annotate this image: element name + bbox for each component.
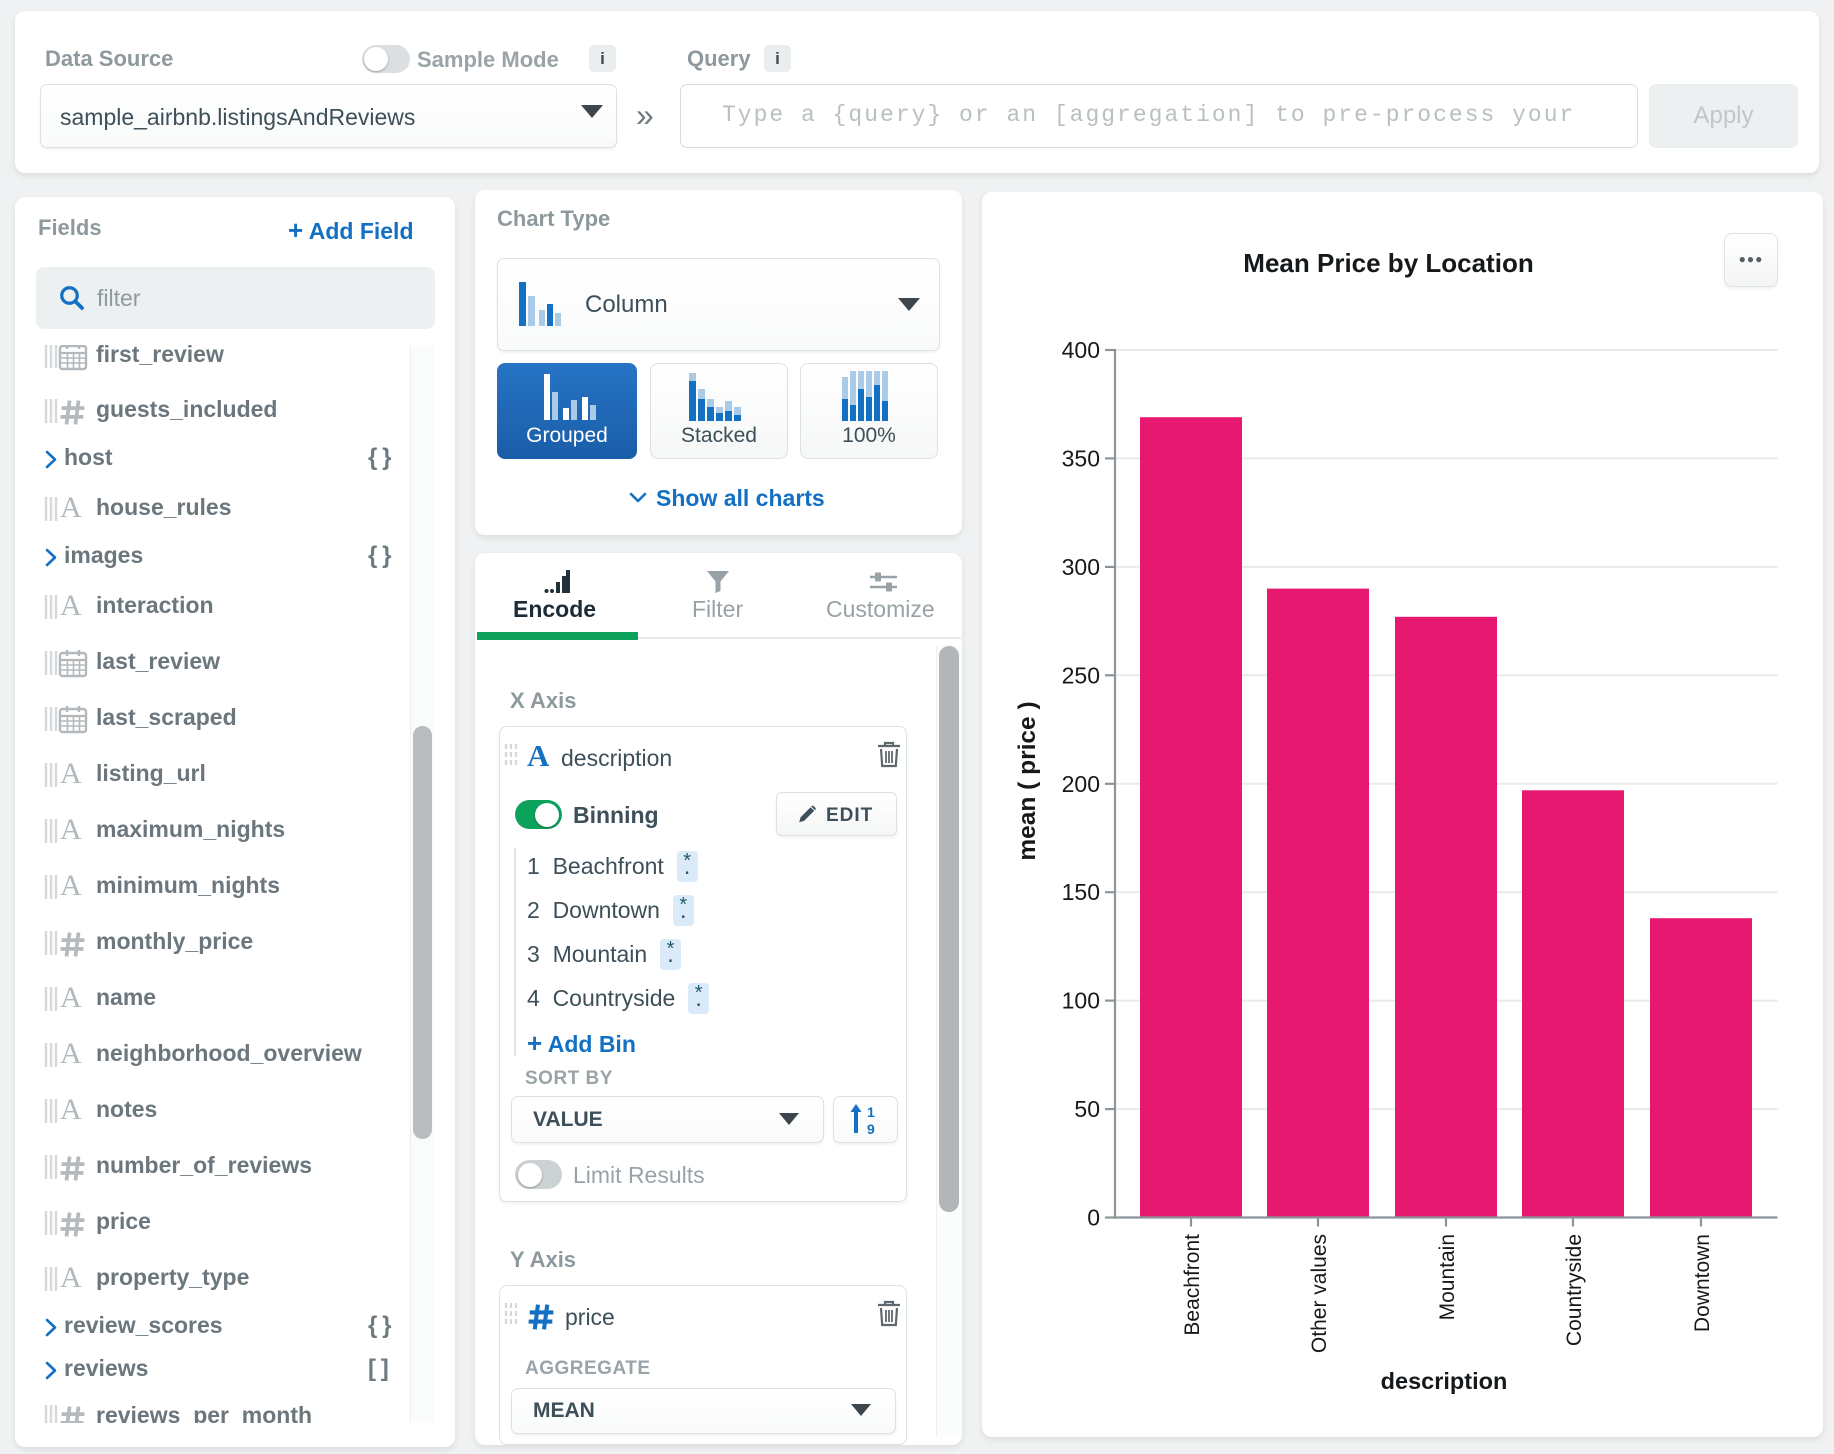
svg-text:mean ( price ): mean ( price ) <box>1014 701 1041 860</box>
svg-text:Other values: Other values <box>1308 1234 1331 1353</box>
svg-text:0: 0 <box>1087 1205 1100 1231</box>
svg-text:9: 9 <box>867 1121 875 1136</box>
svg-text:description: description <box>1381 1368 1508 1394</box>
svg-text:1: 1 <box>867 1104 875 1120</box>
svg-text:Downtown: Downtown <box>1691 1234 1714 1332</box>
svg-text:300: 300 <box>1062 554 1100 580</box>
svg-text:Beachfront: Beachfront <box>1181 1234 1204 1336</box>
svg-text:350: 350 <box>1062 445 1100 471</box>
svg-text:Countryside: Countryside <box>1563 1234 1586 1346</box>
svg-text:200: 200 <box>1062 771 1100 797</box>
svg-text:400: 400 <box>1062 337 1100 363</box>
svg-text:50: 50 <box>1074 1096 1100 1122</box>
svg-text:150: 150 <box>1062 879 1100 905</box>
svg-text:100: 100 <box>1062 988 1100 1014</box>
svg-text:Mountain: Mountain <box>1436 1234 1459 1320</box>
svg-text:250: 250 <box>1062 662 1100 688</box>
